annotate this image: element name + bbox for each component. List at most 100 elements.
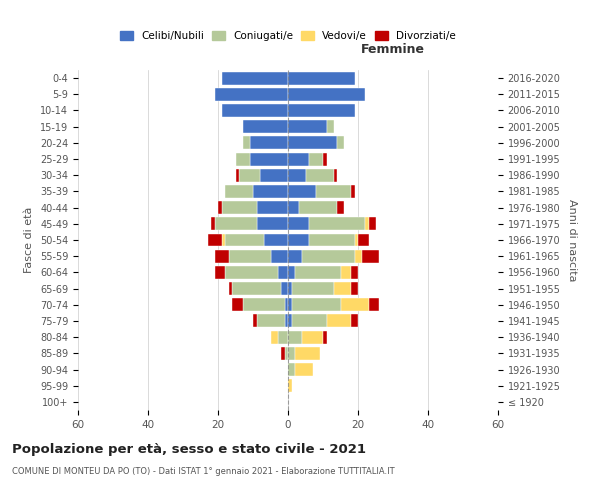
Bar — [288, 104, 355, 117]
Bar — [221, 104, 288, 117]
Bar — [239, 169, 260, 181]
Bar — [288, 314, 292, 328]
Legend: Celibi/Nubili, Coniugati/e, Vedovi/e, Divorziati/e: Celibi/Nubili, Coniugati/e, Vedovi/e, Di… — [117, 28, 459, 44]
Bar — [309, 218, 365, 230]
Bar — [260, 169, 288, 181]
Bar — [292, 282, 334, 295]
Bar — [351, 314, 358, 328]
Bar — [263, 234, 288, 246]
Bar — [215, 218, 257, 230]
Bar — [208, 234, 221, 246]
Bar — [221, 234, 225, 246]
Bar — [271, 250, 288, 262]
Bar — [326, 314, 351, 328]
Text: COMUNE DI MONTEU DA PO (TO) - Dati ISTAT 1° gennaio 2021 - Elaborazione TUTTITAL: COMUNE DI MONTEU DA PO (TO) - Dati ISTAT… — [12, 468, 395, 476]
Bar — [221, 201, 257, 214]
Bar — [334, 282, 351, 295]
Bar — [215, 88, 288, 101]
Bar — [288, 152, 309, 166]
Text: Femmine: Femmine — [361, 44, 425, 57]
Bar — [242, 120, 288, 133]
Bar — [242, 136, 250, 149]
Bar — [288, 234, 309, 246]
Bar — [288, 250, 302, 262]
Bar — [235, 169, 239, 181]
Bar — [368, 218, 376, 230]
Bar — [288, 169, 305, 181]
Bar — [292, 314, 326, 328]
Bar — [288, 298, 292, 311]
Bar — [218, 201, 221, 214]
Bar — [288, 218, 309, 230]
Bar — [257, 201, 288, 214]
Bar — [309, 152, 323, 166]
Bar — [341, 266, 351, 279]
Bar — [288, 330, 302, 344]
Bar — [351, 185, 355, 198]
Bar — [221, 72, 288, 85]
Bar — [288, 347, 295, 360]
Bar — [229, 282, 232, 295]
Bar — [341, 298, 368, 311]
Bar — [355, 234, 358, 246]
Bar — [288, 185, 316, 198]
Bar — [225, 234, 263, 246]
Bar — [316, 185, 351, 198]
Bar — [211, 218, 215, 230]
Y-axis label: Fasce di età: Fasce di età — [25, 207, 34, 273]
Bar — [277, 330, 288, 344]
Bar — [250, 152, 288, 166]
Bar — [288, 72, 355, 85]
Bar — [365, 218, 368, 230]
Bar — [229, 250, 271, 262]
Bar — [337, 136, 344, 149]
Bar — [361, 250, 379, 262]
Bar — [242, 298, 284, 311]
Bar — [288, 363, 295, 376]
Bar — [253, 185, 288, 198]
Bar — [232, 282, 281, 295]
Bar — [295, 347, 320, 360]
Y-axis label: Anni di nascita: Anni di nascita — [567, 198, 577, 281]
Bar — [288, 282, 292, 295]
Bar — [351, 282, 358, 295]
Bar — [299, 201, 337, 214]
Bar — [302, 330, 323, 344]
Bar — [358, 234, 368, 246]
Bar — [295, 266, 341, 279]
Bar — [225, 185, 253, 198]
Bar — [355, 250, 361, 262]
Bar — [368, 298, 379, 311]
Bar — [225, 266, 277, 279]
Bar — [302, 250, 355, 262]
Bar — [235, 152, 250, 166]
Bar — [281, 282, 288, 295]
Bar — [288, 120, 326, 133]
Bar — [295, 363, 313, 376]
Bar — [257, 218, 288, 230]
Bar — [288, 379, 292, 392]
Bar — [292, 298, 341, 311]
Bar — [288, 88, 365, 101]
Bar — [351, 266, 358, 279]
Bar — [257, 314, 284, 328]
Bar — [323, 330, 326, 344]
Text: Popolazione per età, sesso e stato civile - 2021: Popolazione per età, sesso e stato civil… — [12, 442, 366, 456]
Bar — [215, 250, 229, 262]
Bar — [253, 314, 257, 328]
Bar — [337, 201, 344, 214]
Bar — [250, 136, 288, 149]
Bar — [288, 136, 337, 149]
Bar — [284, 298, 288, 311]
Bar — [334, 169, 337, 181]
Bar — [288, 266, 295, 279]
Bar — [284, 347, 288, 360]
Bar — [309, 234, 355, 246]
Bar — [323, 152, 326, 166]
Bar — [305, 169, 334, 181]
Bar — [232, 298, 242, 311]
Bar — [326, 120, 334, 133]
Bar — [281, 347, 284, 360]
Bar — [271, 330, 277, 344]
Bar — [284, 314, 288, 328]
